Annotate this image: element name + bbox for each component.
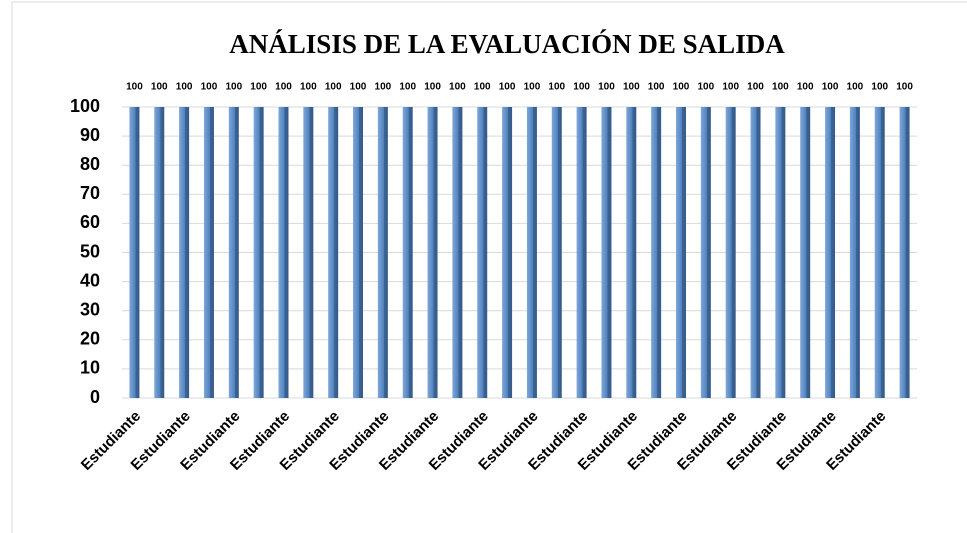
- bar: [750, 107, 761, 398]
- bar: [601, 107, 612, 398]
- y-tick-label: 70: [80, 183, 100, 203]
- bar: [849, 107, 860, 398]
- value-label: 100: [797, 82, 814, 93]
- bar: [576, 107, 587, 398]
- bar: [179, 107, 190, 398]
- y-tick-label: 20: [80, 329, 100, 349]
- value-label: 100: [673, 82, 690, 93]
- value-label: 100: [722, 82, 739, 93]
- bar: [700, 107, 711, 398]
- value-label: 100: [325, 82, 342, 93]
- bar: [328, 107, 339, 398]
- value-label: 100: [474, 82, 491, 93]
- value-label: 100: [896, 82, 913, 93]
- bar: [477, 107, 488, 398]
- y-tick-label: 30: [80, 299, 100, 319]
- chart-frame: [11, 1, 967, 533]
- bar: [129, 107, 140, 398]
- y-tick-label: 60: [80, 212, 100, 232]
- bar: [626, 107, 637, 398]
- y-tick-label: 80: [80, 154, 100, 174]
- bar: [402, 107, 413, 398]
- value-label: 100: [250, 82, 267, 93]
- bar: [651, 107, 662, 398]
- chart-title: ANÁLISIS DE LA EVALUACIÓN DE SALIDA: [229, 29, 785, 59]
- value-label: 100: [225, 82, 242, 93]
- bar: [899, 107, 910, 398]
- bar: [551, 107, 562, 398]
- value-label: 100: [772, 82, 789, 93]
- bar: [154, 107, 165, 398]
- value-label: 100: [573, 82, 590, 93]
- y-tick-label: 10: [80, 358, 100, 378]
- bar: [377, 107, 388, 398]
- bar: [278, 107, 289, 398]
- value-label: 100: [275, 82, 292, 93]
- value-label: 100: [300, 82, 317, 93]
- value-label: 100: [499, 82, 516, 93]
- bar: [825, 107, 836, 398]
- value-label: 100: [126, 82, 143, 93]
- bar: [253, 107, 264, 398]
- value-label: 100: [598, 82, 615, 93]
- bar: [427, 107, 438, 398]
- y-tick-label: 90: [80, 125, 100, 145]
- value-label: 100: [623, 82, 640, 93]
- bar: [353, 107, 364, 398]
- bar: [502, 107, 513, 398]
- value-label: 100: [424, 82, 441, 93]
- bar: [526, 107, 537, 398]
- value-label: 100: [375, 82, 392, 93]
- value-label: 100: [201, 82, 218, 93]
- value-label: 100: [524, 82, 541, 93]
- bar: [725, 107, 736, 398]
- value-label: 100: [822, 82, 839, 93]
- bar: [303, 107, 314, 398]
- value-label: 100: [747, 82, 764, 93]
- bar: [800, 107, 811, 398]
- value-label: 100: [350, 82, 367, 93]
- value-label: 100: [548, 82, 565, 93]
- value-label: 100: [176, 82, 193, 93]
- bar: [775, 107, 786, 398]
- bar: [452, 107, 463, 398]
- y-tick-label: 50: [80, 241, 100, 261]
- bar: [228, 107, 239, 398]
- value-label: 100: [449, 82, 466, 93]
- y-tick-label: 40: [80, 270, 100, 290]
- bar: [874, 107, 885, 398]
- value-label: 100: [648, 82, 665, 93]
- y-tick-label: 100: [70, 96, 100, 116]
- value-label: 100: [151, 82, 168, 93]
- value-label: 100: [871, 82, 888, 93]
- y-tick-label: 0: [90, 387, 100, 407]
- bar: [203, 107, 214, 398]
- value-label: 100: [697, 82, 714, 93]
- value-label: 100: [399, 82, 416, 93]
- value-label: 100: [847, 82, 864, 93]
- bar: [675, 107, 686, 398]
